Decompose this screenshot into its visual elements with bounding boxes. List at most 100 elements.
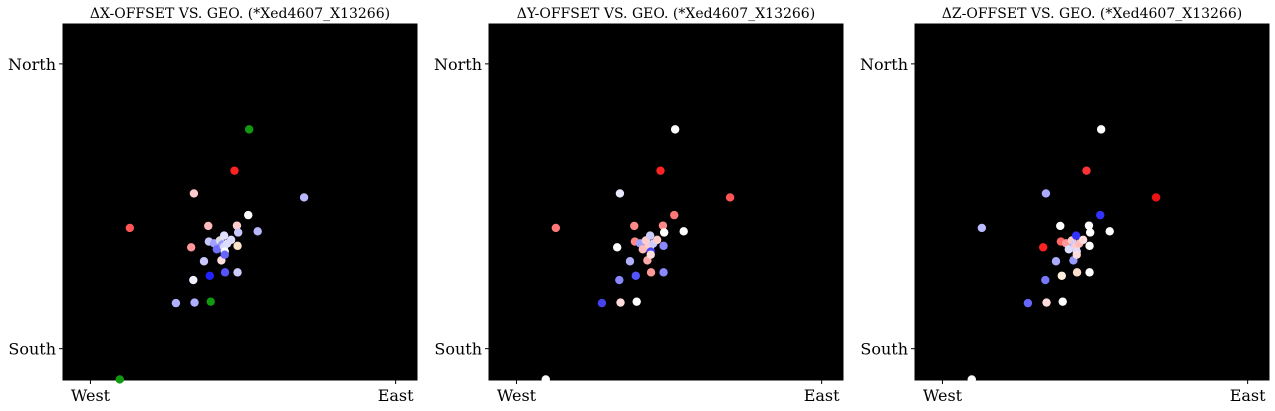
data-point xyxy=(220,250,229,259)
data-point xyxy=(630,221,639,231)
data-point xyxy=(645,231,655,240)
data-point xyxy=(226,235,236,245)
x-tick-label: West xyxy=(923,386,963,405)
data-point xyxy=(1038,243,1048,252)
data-point xyxy=(1056,221,1065,231)
data-point xyxy=(233,228,243,237)
data-point xyxy=(725,193,735,202)
data-point xyxy=(115,375,124,384)
y-tick-label: North xyxy=(434,55,482,74)
data-point xyxy=(186,243,196,252)
data-point xyxy=(1058,297,1067,306)
data-point xyxy=(1096,210,1105,220)
data-point xyxy=(551,223,561,233)
x-tick-label: East xyxy=(804,386,840,405)
x-tick-label: West xyxy=(497,386,537,405)
data-point xyxy=(219,231,229,240)
data-point xyxy=(658,221,668,230)
data-point xyxy=(189,189,199,198)
data-point xyxy=(199,257,209,266)
data-point xyxy=(670,210,679,220)
data-point xyxy=(659,228,669,237)
data-point xyxy=(1064,245,1074,254)
data-point xyxy=(616,298,625,307)
x-tick-label: West xyxy=(71,386,111,405)
data-point xyxy=(171,298,181,308)
data-point xyxy=(967,375,976,384)
data-point xyxy=(206,297,215,306)
data-point xyxy=(220,268,230,277)
chart-panel-dz: ΔZ-OFFSET VS. GEO. (*Xed4607_X13266) Wes… xyxy=(852,0,1275,411)
chart-svg: ΔZ-OFFSET VS. GEO. (*Xed4607_X13266) Wes… xyxy=(860,6,1270,405)
data-point xyxy=(659,241,668,251)
data-point xyxy=(233,268,242,277)
data-point xyxy=(1057,271,1066,280)
data-point xyxy=(638,245,648,254)
data-point xyxy=(1041,189,1051,198)
plot-area: West East South North xyxy=(8,23,418,405)
data-point xyxy=(1051,257,1061,266)
data-point xyxy=(541,375,550,384)
data-point xyxy=(1041,275,1050,285)
chart-panel-dx: ΔX-OFFSET VS. GEO. (*Xed4607_X13266) Wes… xyxy=(0,0,425,411)
plot-area: West East South North xyxy=(434,23,844,405)
data-point xyxy=(244,210,253,220)
data-point xyxy=(125,223,135,233)
data-point xyxy=(1096,125,1106,134)
data-point xyxy=(646,268,656,277)
chart-svg: ΔX-OFFSET VS. GEO. (*Xed4607_X13266) Wes… xyxy=(8,6,418,405)
plot-background xyxy=(62,23,418,381)
data-point xyxy=(1105,227,1114,236)
data-point xyxy=(615,189,625,198)
data-point xyxy=(1072,250,1081,259)
data-point xyxy=(659,268,668,277)
data-point xyxy=(1085,228,1095,237)
data-point xyxy=(625,257,635,266)
data-point xyxy=(977,223,987,233)
y-tick-label: North xyxy=(8,55,56,74)
data-point xyxy=(652,235,662,245)
chart-title: ΔY-OFFSET VS. GEO. (*Xed4607_X13266) xyxy=(517,6,815,22)
data-point xyxy=(1078,235,1088,245)
data-point xyxy=(1071,231,1081,240)
data-point xyxy=(1085,241,1094,251)
data-point xyxy=(1084,221,1094,230)
data-point xyxy=(1151,193,1161,202)
y-tick-label: South xyxy=(8,340,56,359)
data-point xyxy=(244,125,254,134)
plot-background xyxy=(488,23,844,381)
data-point xyxy=(1082,166,1091,175)
chart-title: ΔZ-OFFSET VS. GEO. (*Xed4607_X13266) xyxy=(942,6,1242,22)
chart-panel-dy: ΔY-OFFSET VS. GEO. (*Xed4607_X13266) Wes… xyxy=(426,0,851,411)
data-point xyxy=(253,227,262,236)
data-point xyxy=(656,166,665,175)
x-tick-label: East xyxy=(1230,386,1266,405)
data-point xyxy=(212,245,222,254)
data-point xyxy=(632,297,641,306)
data-point xyxy=(230,166,239,175)
data-point xyxy=(1072,268,1082,277)
data-point xyxy=(205,271,214,280)
data-point xyxy=(597,298,607,308)
data-point xyxy=(631,271,640,280)
y-tick-label: North xyxy=(860,55,908,74)
data-point xyxy=(233,241,242,251)
data-point xyxy=(1085,268,1094,277)
data-point xyxy=(204,221,213,231)
data-point xyxy=(299,193,309,202)
data-point xyxy=(646,250,655,259)
data-point xyxy=(612,243,622,252)
data-point xyxy=(615,275,624,285)
data-point xyxy=(190,298,199,307)
data-point xyxy=(189,275,198,285)
data-point xyxy=(679,227,688,236)
y-tick-label: South xyxy=(860,340,908,359)
data-point xyxy=(232,221,242,230)
data-point xyxy=(1023,298,1033,308)
x-tick-label: East xyxy=(378,386,414,405)
y-tick-label: South xyxy=(434,340,482,359)
data-point xyxy=(670,125,680,134)
chart-svg: ΔY-OFFSET VS. GEO. (*Xed4607_X13266) Wes… xyxy=(434,6,844,405)
plot-background xyxy=(914,23,1270,381)
data-point xyxy=(1042,298,1051,307)
